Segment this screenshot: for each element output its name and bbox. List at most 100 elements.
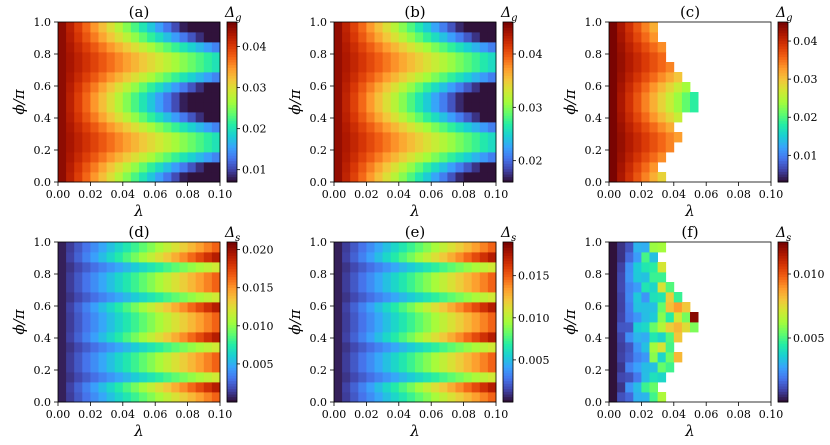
heatmap-cell [374, 282, 383, 293]
heatmap-cell [334, 242, 343, 253]
heatmap-cell [471, 32, 481, 43]
colorbar-segment [778, 120, 788, 124]
heatmap-cell [431, 262, 440, 273]
colorbar-label: Δg [500, 5, 518, 24]
heatmap-cell [609, 42, 618, 53]
heatmap-cell [447, 362, 456, 373]
colorbar-segment [503, 292, 513, 296]
heatmap-cell [415, 122, 424, 133]
heatmap-cell [633, 362, 642, 373]
colorbar-segment [503, 378, 513, 382]
heatmap-cell [382, 22, 392, 33]
heatmap-cell [439, 272, 448, 283]
colorbar-tick-label: 0.020 [242, 244, 274, 257]
heatmap-cell [463, 282, 473, 293]
heatmap-cell [106, 292, 116, 303]
heatmap-cell [447, 332, 456, 343]
heatmap-cell [447, 32, 456, 43]
colorbar-segment [778, 244, 788, 248]
heatmap-cell [423, 332, 432, 343]
heatmap-cell [187, 142, 197, 153]
heatmap-cell [390, 172, 400, 183]
heatmap-cell [163, 112, 172, 123]
colorbar-segment [503, 144, 513, 148]
heatmap-cell [211, 372, 221, 383]
heatmap-cell [463, 242, 473, 253]
colorbar-segment [778, 115, 788, 119]
colorbar-segment [778, 282, 788, 286]
heatmap-cell [350, 132, 359, 143]
heatmap-cell [382, 292, 392, 303]
heatmap-cell [203, 132, 213, 143]
colorbar-segment [227, 78, 237, 82]
heatmap-cell [617, 62, 626, 73]
heatmap-cell [431, 92, 440, 103]
x-tick-label: 0.04 [662, 188, 687, 201]
colorbar-subscript: g [786, 13, 792, 24]
heatmap-cell [649, 292, 658, 303]
heatmap-cell [139, 392, 148, 403]
x-tick-label: 0.08 [726, 188, 751, 201]
heatmap-cell [147, 72, 156, 83]
heatmap-cell [665, 322, 675, 333]
heatmap-cell [195, 62, 205, 73]
heatmap-cell [139, 132, 148, 143]
heatmap-cell [358, 92, 367, 103]
heatmap-cell [471, 52, 481, 63]
heatmap-cell [82, 282, 91, 293]
heatmap-cell [106, 172, 116, 183]
heatmap-cell [203, 272, 213, 283]
heatmap-cell [163, 52, 172, 63]
heatmap-cell [479, 172, 489, 183]
heatmap-cell [58, 322, 67, 333]
y-tick-label: 0.8 [585, 48, 603, 61]
colorbar-segment [503, 94, 513, 98]
heatmap-cell [155, 242, 164, 253]
colorbar-segment [778, 176, 788, 180]
heatmap-cell [155, 92, 164, 103]
heatmap-cell [463, 22, 473, 33]
heatmap-cell [130, 332, 140, 343]
heatmap-cell [122, 332, 132, 343]
colorbar-segment [227, 160, 237, 164]
heatmap-cell [423, 112, 432, 123]
colorbar-segment [778, 32, 788, 36]
heatmap-cell [74, 372, 83, 383]
colorbar-segment [227, 43, 237, 47]
heatmap-cell [203, 262, 213, 273]
heatmap-cell [649, 322, 658, 333]
colorbar-segment [503, 51, 513, 55]
x-tick-label: 0.06 [143, 408, 168, 421]
colorbar-segment [227, 83, 237, 87]
heatmap-cell [487, 102, 497, 113]
colorbar-segment [503, 72, 513, 76]
heatmap-cell [203, 282, 213, 293]
colorbar-segment [778, 91, 788, 95]
heatmap-cell [187, 282, 197, 293]
colorbar-segment [503, 300, 513, 304]
heatmap-cell [374, 372, 383, 383]
heatmap-cell [439, 72, 448, 83]
heatmap-cell [130, 302, 140, 313]
heatmap-cell [382, 72, 392, 83]
heatmap-cell [431, 382, 440, 393]
colorbar-segment [227, 107, 237, 111]
heatmap-cell [447, 122, 456, 133]
colorbar-segment [503, 375, 513, 379]
heatmap-cell [163, 362, 172, 373]
heatmap-cell [415, 342, 424, 353]
heatmap-cell [625, 292, 634, 303]
colorbar-segment [227, 244, 237, 248]
heatmap-cell [147, 172, 156, 183]
heatmap-cell [463, 162, 473, 173]
colorbar-segment [503, 163, 513, 167]
heatmap-cell [114, 62, 124, 73]
heatmap-cell [439, 32, 448, 43]
heatmap-cell [471, 112, 481, 123]
heatmap-cell [657, 122, 667, 133]
colorbar-segment [227, 295, 237, 299]
colorbar-segment [227, 147, 237, 151]
x-tick-label: 0.00 [597, 188, 622, 201]
x-tick-label: 0.04 [662, 408, 687, 421]
heatmap-cell [58, 292, 67, 303]
